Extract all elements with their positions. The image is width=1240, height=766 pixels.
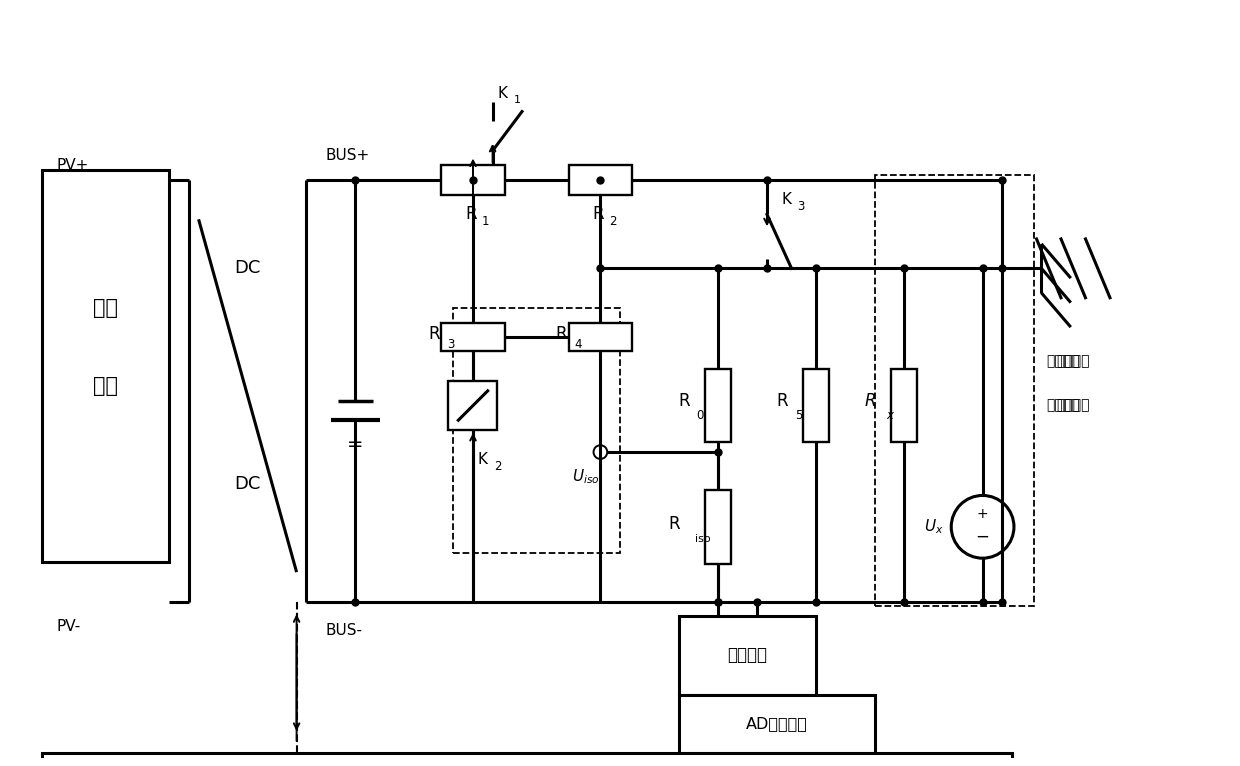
- Text: R: R: [593, 205, 604, 224]
- Text: K: K: [497, 87, 507, 101]
- Bar: [874, 175, 1034, 607]
- Text: AD转换模块: AD转换模块: [746, 716, 807, 732]
- Text: 组件: 组件: [93, 376, 118, 396]
- Bar: [706, 368, 730, 442]
- Text: R: R: [678, 391, 689, 410]
- Text: 0: 0: [697, 409, 704, 422]
- Text: BUS+: BUS+: [326, 148, 371, 163]
- Text: R: R: [428, 325, 440, 343]
- Text: 等效模型: 等效模型: [1056, 398, 1090, 413]
- Text: 对地阻抗: 对地阻抗: [1056, 355, 1090, 368]
- Text: DC: DC: [234, 475, 260, 493]
- Text: 2: 2: [494, 460, 501, 473]
- Text: PV+: PV+: [57, 158, 89, 173]
- Text: =: =: [347, 435, 363, 454]
- Bar: [441, 323, 505, 351]
- Text: 光伏: 光伏: [93, 297, 118, 318]
- Text: BUS-: BUS-: [326, 624, 363, 638]
- Text: 4: 4: [574, 339, 582, 352]
- Bar: [441, 165, 505, 195]
- Text: 1: 1: [482, 214, 490, 228]
- Text: K: K: [477, 452, 487, 467]
- Text: −: −: [976, 528, 990, 545]
- Text: +: +: [977, 507, 988, 521]
- Text: 3: 3: [446, 339, 454, 352]
- Text: 5: 5: [795, 409, 802, 422]
- Bar: [804, 368, 828, 442]
- Bar: [454, 307, 620, 552]
- Text: R: R: [465, 205, 477, 224]
- Text: R: R: [556, 325, 567, 343]
- Bar: [678, 695, 874, 754]
- Text: 运放回路: 运放回路: [728, 647, 768, 664]
- Text: 对地阻抗: 对地阻抗: [1047, 355, 1080, 368]
- Bar: [42, 754, 1012, 766]
- Text: iso: iso: [696, 534, 711, 544]
- Text: K: K: [781, 192, 791, 208]
- Bar: [449, 381, 497, 430]
- Text: PV-: PV-: [57, 618, 81, 633]
- Text: R: R: [776, 391, 787, 410]
- Bar: [569, 323, 632, 351]
- Text: 3: 3: [797, 200, 805, 213]
- Text: 1: 1: [513, 95, 521, 105]
- Bar: [678, 616, 816, 695]
- Text: DC: DC: [234, 260, 260, 277]
- Text: R: R: [668, 515, 680, 533]
- Text: $U_x$: $U_x$: [924, 518, 944, 536]
- Bar: [569, 165, 632, 195]
- Text: x: x: [887, 409, 893, 422]
- Bar: [706, 490, 730, 564]
- Bar: [892, 368, 916, 442]
- Bar: [42, 170, 169, 562]
- Text: 等效模型: 等效模型: [1047, 398, 1080, 413]
- Text: 2: 2: [609, 214, 616, 228]
- Text: $U_{iso}$: $U_{iso}$: [572, 467, 600, 486]
- Text: R: R: [864, 391, 875, 410]
